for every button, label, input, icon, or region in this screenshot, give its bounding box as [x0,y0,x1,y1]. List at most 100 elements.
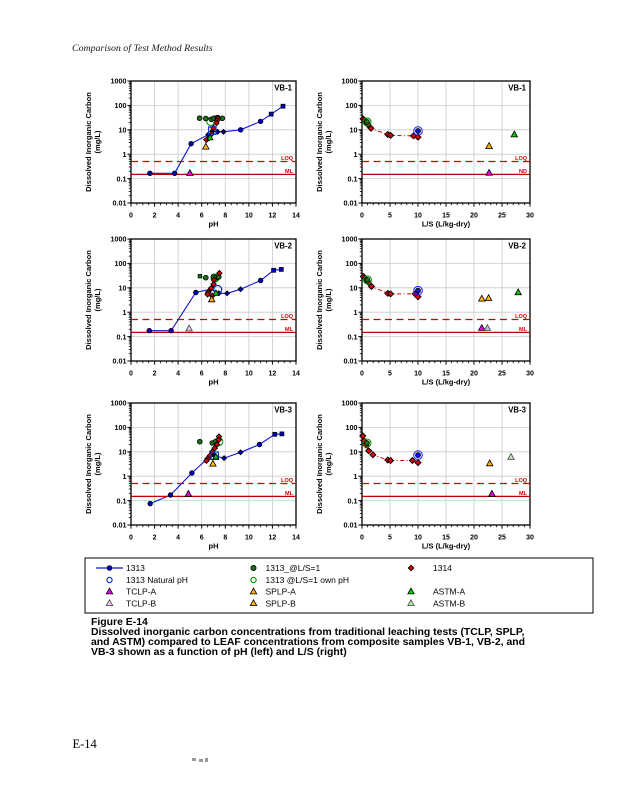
svg-text:ML: ML [519,327,528,333]
svg-text:0.1: 0.1 [348,496,358,505]
svg-text:ML: ML [285,169,294,175]
svg-text:0.01: 0.01 [113,199,127,208]
svg-text:15: 15 [442,534,450,541]
svg-text:1: 1 [123,472,127,481]
svg-text:4: 4 [176,212,180,219]
svg-text:VB-2: VB-2 [508,242,526,251]
svg-text:LOQ: LOQ [281,478,294,484]
svg-text:4: 4 [176,370,180,377]
svg-text:10: 10 [119,448,127,457]
svg-text:0: 0 [129,212,133,219]
svg-text:10: 10 [414,212,422,219]
svg-text:0: 0 [360,212,364,219]
svg-text:ML: ML [519,491,528,497]
svg-text:pH: pH [209,220,219,229]
svg-text:12: 12 [269,212,277,219]
svg-text:12: 12 [269,370,277,377]
svg-text:10: 10 [245,534,253,541]
svg-text:(mg/L): (mg/L) [93,288,102,311]
svg-text:0.1: 0.1 [348,332,358,341]
svg-text:0: 0 [360,370,364,377]
svg-text:LOQ: LOQ [515,314,528,320]
svg-text:pH: pH [209,378,219,387]
svg-text:10: 10 [245,212,253,219]
svg-text:100: 100 [115,259,127,268]
svg-text:TCLP-B: TCLP-B [126,598,157,608]
svg-text:1: 1 [354,308,358,317]
svg-text:2: 2 [153,212,157,219]
svg-text:0.01: 0.01 [344,521,358,530]
svg-text:VB-1: VB-1 [508,84,526,93]
svg-text:14: 14 [292,534,300,541]
svg-text:8: 8 [223,212,227,219]
svg-text:100: 100 [346,101,358,110]
svg-text:1313 Natural pH: 1313 Natural pH [126,575,188,585]
svg-text:Dissolved Inorganic Carbon: Dissolved Inorganic Carbon [315,414,324,514]
svg-text:30: 30 [526,370,534,377]
svg-text:12: 12 [269,534,277,541]
svg-text:Dissolved Inorganic Carbon: Dissolved Inorganic Carbon [315,92,324,192]
svg-text:0: 0 [360,534,364,541]
svg-text:8: 8 [223,534,227,541]
svg-text:5: 5 [388,534,392,541]
svg-text:10: 10 [414,370,422,377]
svg-text:5: 5 [388,212,392,219]
svg-text:TCLP-A: TCLP-A [126,587,157,597]
svg-text:2: 2 [153,534,157,541]
svg-text:Dissolved Inorganic Carbon: Dissolved Inorganic Carbon [84,92,93,192]
svg-text:5: 5 [388,370,392,377]
svg-text:15: 15 [442,370,450,377]
svg-text:6: 6 [200,370,204,377]
svg-text:8: 8 [223,370,227,377]
svg-text:4: 4 [176,534,180,541]
svg-text:ML: ML [285,327,294,333]
svg-text:SPLP-A: SPLP-A [266,587,297,597]
svg-text:10: 10 [350,284,358,293]
svg-text:0.1: 0.1 [348,174,358,183]
svg-text:SPLP-B: SPLP-B [266,598,297,608]
svg-text:(mg/L): (mg/L) [93,130,102,153]
svg-text:25: 25 [498,212,506,219]
svg-text:ASTM-B: ASTM-B [433,598,465,608]
svg-text:100: 100 [346,423,358,432]
svg-text:10: 10 [350,126,358,135]
svg-text:10: 10 [414,534,422,541]
svg-text:1313_@L/S=1: 1313_@L/S=1 [266,563,321,573]
svg-text:VB-3: VB-3 [274,406,292,415]
svg-text:(mg/L): (mg/L) [324,288,333,311]
svg-text:10: 10 [245,370,253,377]
svg-text:VB-2: VB-2 [274,242,292,251]
svg-text:ASTM-A: ASTM-A [433,587,465,597]
svg-text:100: 100 [346,259,358,268]
svg-text:10: 10 [119,284,127,293]
svg-text:VB-1: VB-1 [274,84,292,93]
svg-text:14: 14 [292,212,300,219]
svg-text:L/S (L/kg-dry): L/S (L/kg-dry) [422,542,471,551]
svg-text:30: 30 [526,534,534,541]
svg-text:Dissolved Inorganic Carbon: Dissolved Inorganic Carbon [84,250,93,350]
svg-text:ML: ML [285,491,294,497]
svg-text:1000: 1000 [342,235,358,244]
svg-text:ND: ND [519,169,527,175]
svg-text:1314: 1314 [433,563,452,573]
svg-text:(mg/L): (mg/L) [324,452,333,475]
svg-text:1: 1 [123,150,127,159]
svg-text:L/S (L/kg-dry): L/S (L/kg-dry) [422,220,471,229]
svg-text:1313: 1313 [126,563,145,573]
svg-text:1000: 1000 [111,77,127,86]
svg-text:0.01: 0.01 [344,199,358,208]
svg-text:10: 10 [350,448,358,457]
svg-text:(mg/L): (mg/L) [93,452,102,475]
svg-text:20: 20 [470,534,478,541]
svg-text:0.1: 0.1 [117,496,127,505]
svg-text:100: 100 [115,423,127,432]
svg-text:1313 @L/S=1 own pH: 1313 @L/S=1 own pH [266,575,350,585]
svg-text:6: 6 [200,534,204,541]
svg-text:0: 0 [129,534,133,541]
svg-text:LOQ: LOQ [515,156,528,162]
svg-text:Dissolved Inorganic Carbon: Dissolved Inorganic Carbon [315,250,324,350]
svg-text:0.1: 0.1 [117,332,127,341]
svg-text:1000: 1000 [111,399,127,408]
svg-text:25: 25 [498,370,506,377]
svg-text:1: 1 [123,308,127,317]
